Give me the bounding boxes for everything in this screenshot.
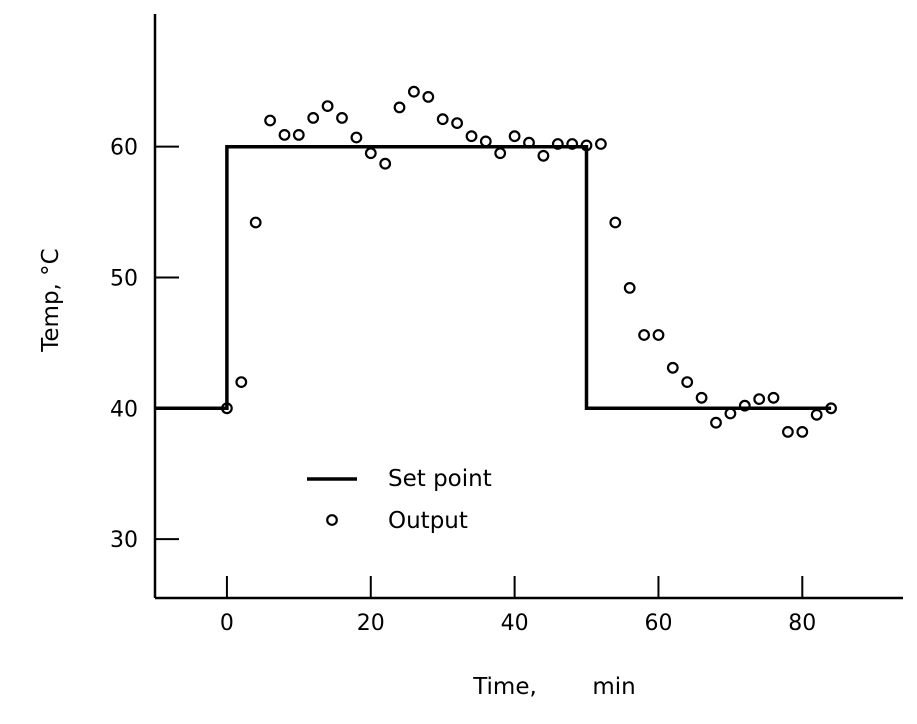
data-point-output xyxy=(652,329,665,341)
data-point-output xyxy=(379,157,392,170)
data-point-output xyxy=(336,111,348,124)
legend: Set point Output xyxy=(307,466,492,534)
x-axis-label: Time, xyxy=(472,674,537,700)
series-layer xyxy=(155,85,837,438)
data-point-output xyxy=(810,408,823,421)
data-point-output xyxy=(537,149,550,162)
data-point-output xyxy=(724,407,737,420)
data-point-output xyxy=(595,138,607,150)
data-point-output xyxy=(249,216,262,229)
data-point-output xyxy=(623,282,636,294)
data-point-output xyxy=(408,85,420,98)
series-line-set-point xyxy=(155,144,832,411)
data-point-output xyxy=(753,393,766,406)
x-tick-label: 20 xyxy=(357,611,385,636)
data-point-output xyxy=(278,128,291,141)
data-point-output xyxy=(681,376,694,389)
y-tick-label: 60 xyxy=(110,136,138,161)
data-point-output xyxy=(580,139,593,152)
axes xyxy=(153,14,903,600)
data-point-output xyxy=(767,391,780,404)
data-point-output xyxy=(566,138,579,150)
x-tick-label: 80 xyxy=(788,611,816,636)
data-point-output xyxy=(465,130,478,143)
data-point-output xyxy=(364,147,377,160)
data-point-output xyxy=(235,376,248,389)
data-point-output xyxy=(451,117,464,129)
data-point-output xyxy=(609,216,622,229)
data-point-output xyxy=(264,114,277,127)
data-point-output xyxy=(710,416,722,429)
x-tick-label: 60 xyxy=(644,611,672,636)
data-point-output xyxy=(825,402,837,415)
data-point-output xyxy=(436,113,449,126)
data-point-output xyxy=(422,90,435,103)
data-point-output xyxy=(695,391,708,404)
data-point-output xyxy=(494,147,507,160)
legend-circle-swatch xyxy=(326,514,338,526)
y-tick-label: 50 xyxy=(110,266,138,291)
data-point-output xyxy=(321,100,334,112)
y-axis-label: Temp, °C xyxy=(38,248,64,352)
x-tick-label: 0 xyxy=(220,611,234,636)
ticks: 0 20 40 60 80 30 40 50 60 xyxy=(110,136,816,636)
data-point-output xyxy=(796,426,809,438)
data-point-output xyxy=(220,402,233,415)
data-point-output xyxy=(551,138,564,150)
data-point-output xyxy=(738,399,751,412)
data-point-output xyxy=(782,426,794,438)
legend-label-set-point: Set point xyxy=(388,466,492,492)
data-point-output xyxy=(523,136,535,149)
data-point-output xyxy=(292,128,305,141)
data-point-output xyxy=(307,111,320,124)
data-point-output xyxy=(350,131,363,144)
x-axis-unit: min xyxy=(592,674,635,700)
y-tick-label: 30 xyxy=(110,528,138,553)
data-point-output xyxy=(479,135,492,148)
data-point-output xyxy=(508,130,521,143)
data-point-output xyxy=(666,361,679,374)
legend-label-output: Output xyxy=(388,508,468,534)
data-point-output xyxy=(393,101,406,114)
x-tick-label: 40 xyxy=(501,611,529,636)
data-point-output xyxy=(638,329,650,341)
y-tick-label: 40 xyxy=(110,397,138,422)
